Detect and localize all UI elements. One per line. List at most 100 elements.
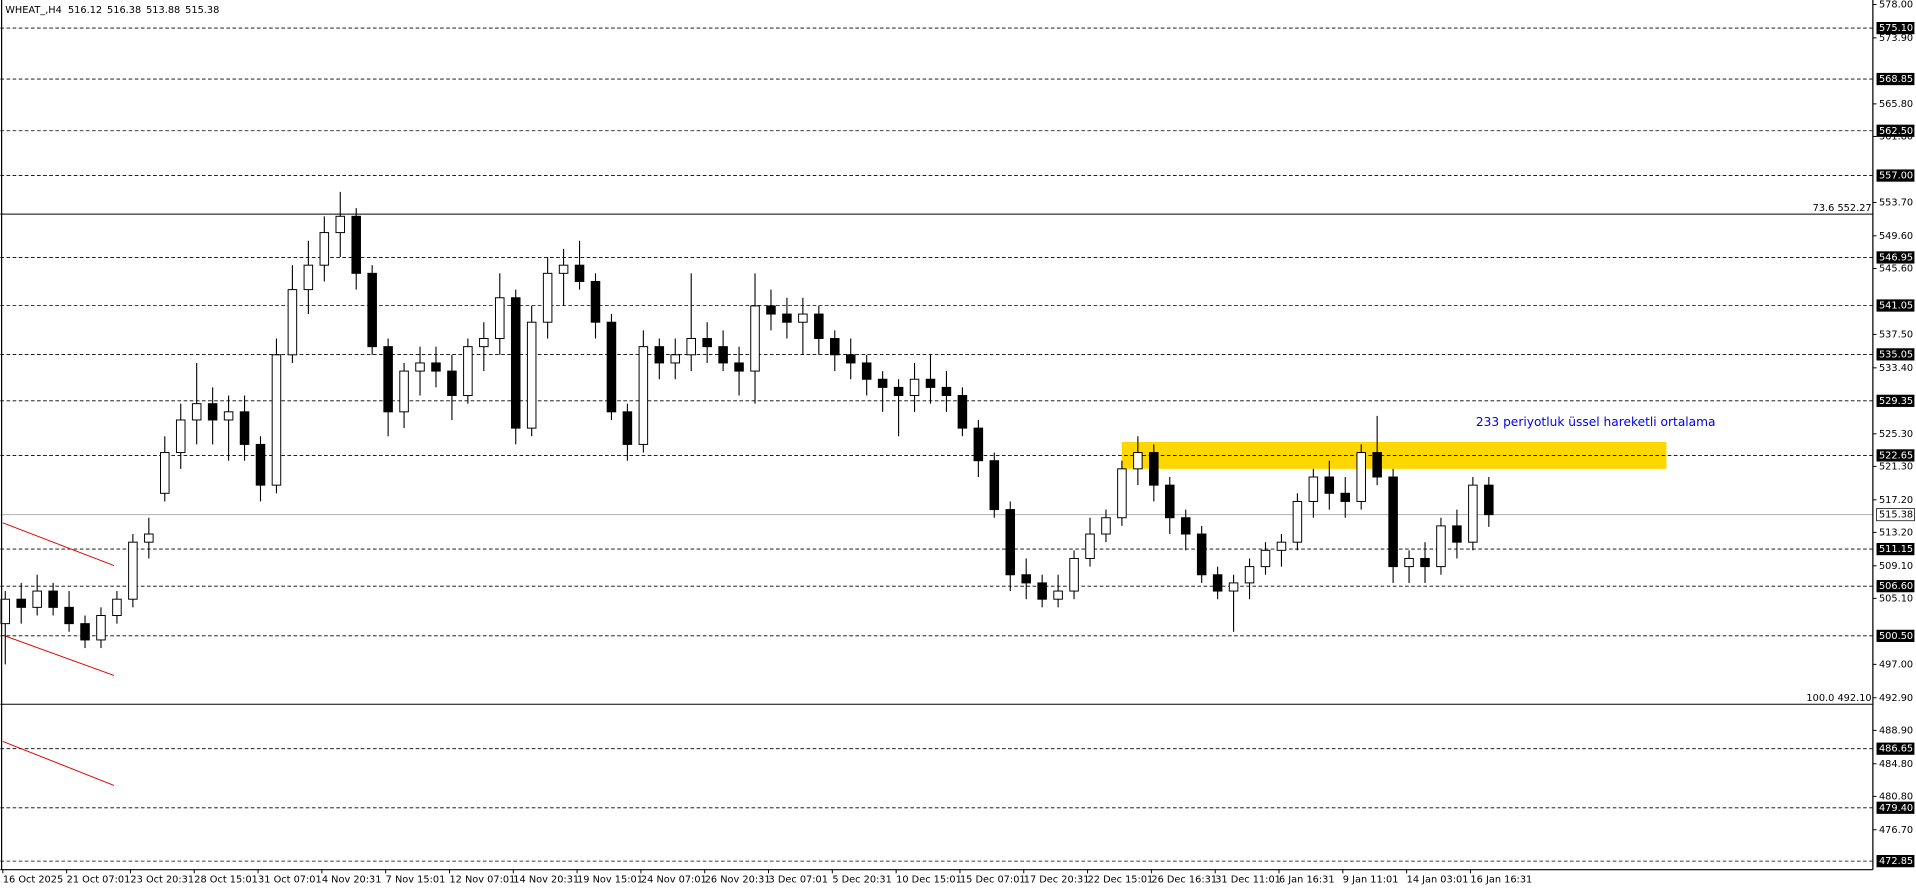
y-tick-label: 505.10 — [1879, 593, 1913, 604]
candle-body — [1196, 533, 1207, 576]
candle-body — [335, 215, 346, 234]
candle-body — [686, 338, 696, 356]
x-tick-label: 19 Nov 15:01 — [577, 874, 643, 885]
trendline — [2, 522, 115, 566]
header-high: 516.38 — [107, 5, 141, 16]
candle-body — [574, 264, 585, 282]
candle-body — [1101, 517, 1111, 535]
level-label: 479.40 — [1879, 803, 1913, 814]
candle-body — [399, 370, 409, 413]
candle-body — [861, 362, 872, 380]
y-tick-label: 525.30 — [1879, 429, 1913, 440]
x-tick-label: 15 Dec 07:01 — [960, 874, 1026, 885]
candle-body — [941, 386, 952, 397]
candle-body — [351, 215, 361, 274]
x-tick-label: 7 Nov 15:01 — [386, 874, 446, 885]
candle-body — [1340, 492, 1351, 502]
candle-body — [175, 419, 186, 454]
candle-body — [1133, 452, 1143, 470]
candle-body — [877, 378, 888, 388]
header-close: 515.38 — [185, 5, 219, 16]
candle-body — [830, 338, 840, 356]
candle-body — [1484, 484, 1494, 516]
candle-body — [191, 403, 202, 421]
candle-body — [447, 370, 457, 397]
candle-body — [1372, 452, 1382, 478]
candle-body — [1149, 452, 1159, 486]
x-tick-label: 16 Jan 16:31 — [1470, 874, 1532, 885]
candle-body — [638, 346, 649, 445]
candle-body — [112, 598, 122, 616]
candle-body — [1021, 574, 1031, 584]
level-label-box — [1876, 855, 1915, 868]
x-tick-label: 3 Dec 07:01 — [769, 874, 828, 885]
candle-body — [622, 411, 633, 445]
y-tick-label: 565.80 — [1879, 99, 1913, 110]
y-tick-label: 488.90 — [1879, 725, 1913, 736]
candle-body — [80, 623, 90, 641]
candle-body — [128, 541, 138, 600]
x-tick-label: 12 Nov 07:01 — [449, 874, 515, 885]
level-label: 535.05 — [1879, 349, 1913, 360]
header-low: 513.88 — [146, 5, 180, 16]
symbol: WHEAT_,H4 — [5, 5, 62, 16]
level-label: 506.60 — [1879, 581, 1913, 592]
candle-body — [1005, 509, 1016, 576]
y-tick-label: 497.00 — [1879, 659, 1913, 670]
candle-body — [1085, 533, 1095, 559]
level-label: 522.65 — [1879, 450, 1913, 461]
level-label-box — [1876, 542, 1915, 556]
candle-body — [1165, 484, 1175, 519]
candle-body — [1452, 525, 1462, 543]
candle-body — [415, 362, 425, 372]
candle-body — [463, 346, 473, 397]
level-label: 511.15 — [1879, 544, 1913, 555]
candle-body — [223, 411, 234, 421]
candle-body — [431, 362, 441, 372]
x-tick-label: 26 Dec 16:31 — [1151, 874, 1217, 885]
level-label-box — [1876, 348, 1915, 361]
candle-body — [1037, 582, 1047, 600]
level-label: 568.85 — [1879, 74, 1913, 85]
candle-body — [144, 533, 154, 543]
y-tick-label: 476.70 — [1879, 825, 1913, 836]
candle-body — [1404, 557, 1414, 568]
level-label: 562.50 — [1879, 126, 1913, 137]
level-label-box — [1876, 801, 1915, 814]
candle-body — [526, 321, 537, 429]
candle-body — [1356, 452, 1366, 502]
level-label-box — [1876, 124, 1915, 137]
candle-body — [1388, 476, 1398, 568]
x-tick-label: 10 Dec 15:01 — [896, 874, 962, 885]
candle-body — [1212, 574, 1223, 592]
candle-body — [893, 386, 904, 397]
level-label: 529.35 — [1879, 396, 1913, 407]
x-tick-label: 17 Dec 20:31 — [1024, 874, 1090, 885]
candle-body — [96, 615, 106, 641]
level-label: 541.05 — [1879, 301, 1913, 312]
fib-label: 100.0 492.10 — [1806, 693, 1871, 704]
y-tick-label: 533.40 — [1879, 363, 1913, 374]
level-label: 575.10 — [1879, 23, 1913, 34]
chart-header: WHEAT_,H4 516.12 516.38 513.88 515.38 — [5, 5, 219, 16]
last-price-label: 515.38 — [1879, 510, 1913, 521]
candle-body — [239, 411, 250, 445]
candle-body — [510, 297, 521, 429]
candle-body — [287, 289, 298, 356]
y-tick-label: 521.30 — [1879, 461, 1913, 472]
candle-body — [845, 354, 856, 364]
candle-body — [1244, 566, 1255, 584]
y-tick-label: 553.70 — [1879, 197, 1913, 208]
x-tick-label: 28 Oct 15:01 — [194, 874, 258, 885]
x-tick-label: 16 Oct 2025 — [3, 874, 63, 885]
candle-body — [303, 264, 314, 291]
candle-body — [590, 280, 601, 323]
fib-label: 73.6 552.27 — [1813, 203, 1872, 214]
candle-body — [383, 346, 393, 413]
level-label-box — [1876, 299, 1915, 312]
candle-body — [32, 590, 42, 608]
candle-body — [1053, 590, 1063, 600]
level-label-box — [1876, 394, 1915, 407]
level-label-box — [1876, 21, 1915, 35]
